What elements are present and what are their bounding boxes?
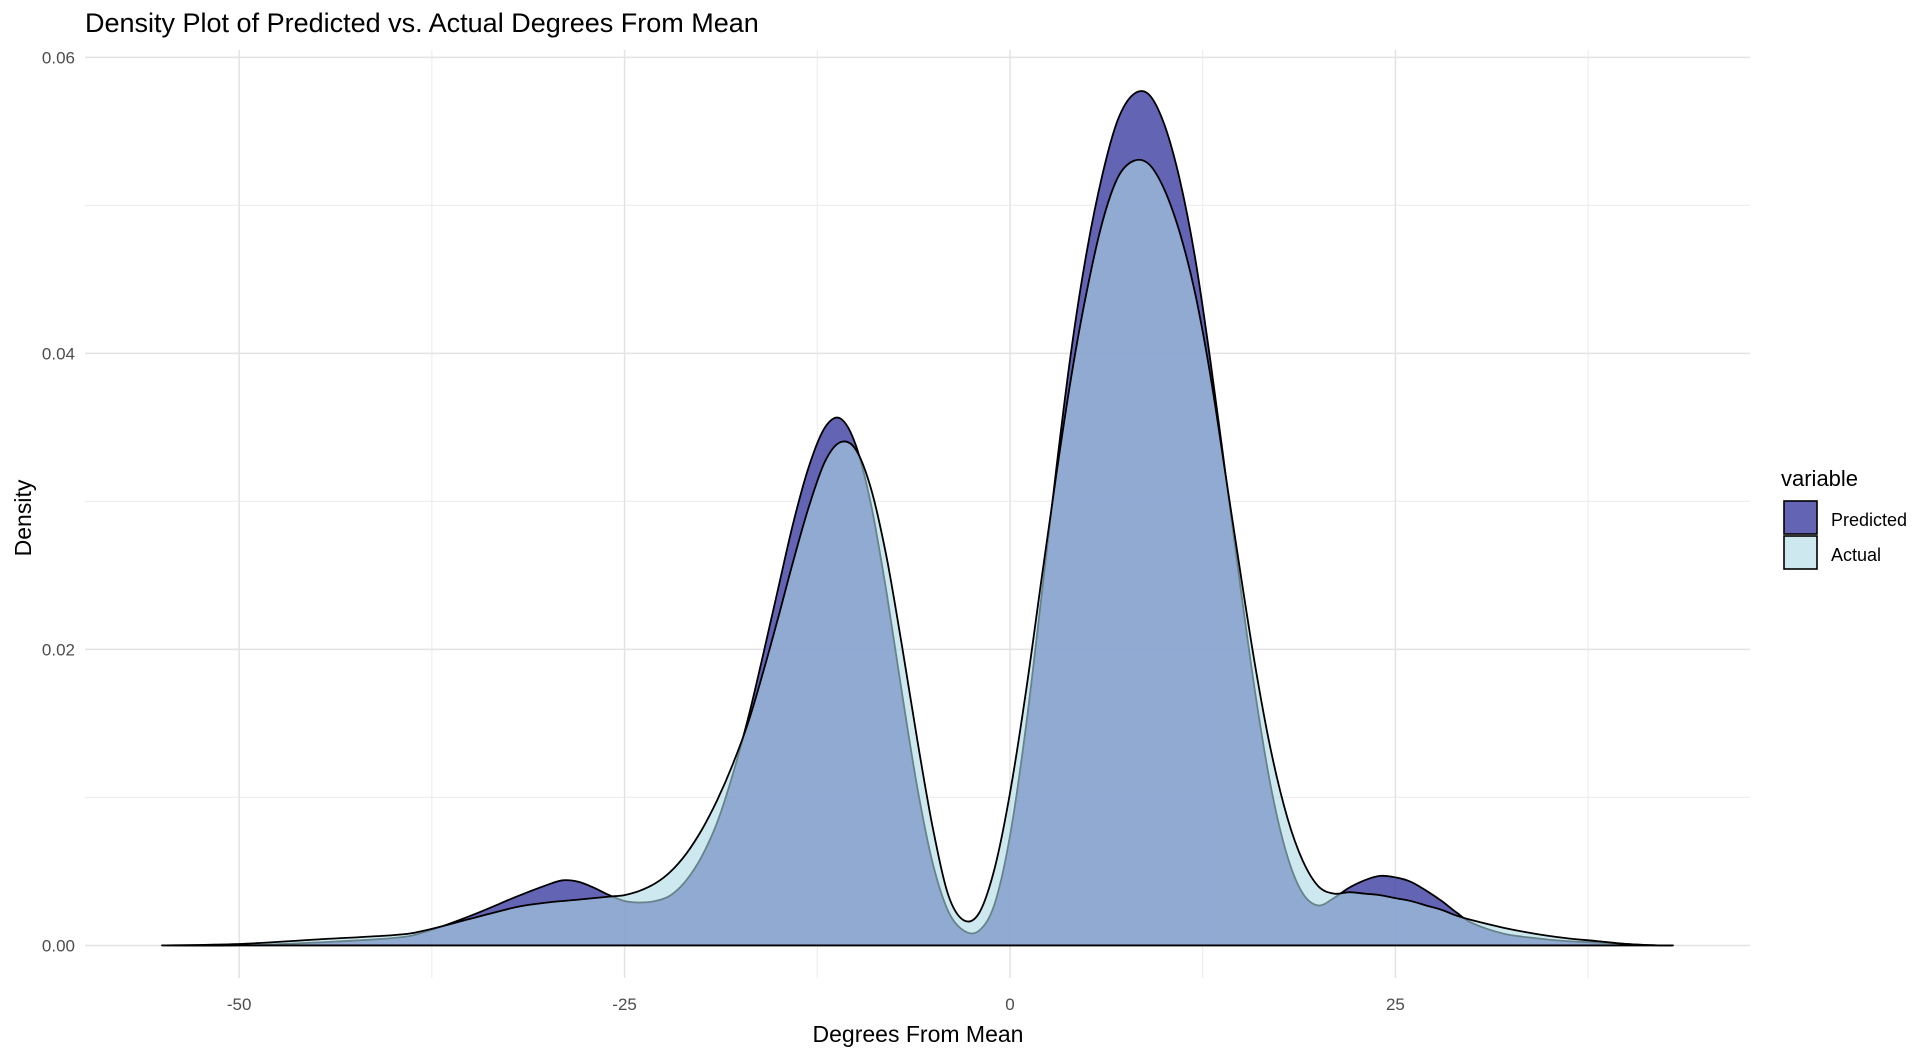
x-tick-label: 25 [1386,995,1405,1014]
axis-layer: -50 -25 0 25 0.00 0.02 0.04 0.06 [42,48,1405,1014]
x-tick-label: -25 [612,995,637,1014]
legend-key-predicted [1783,500,1818,535]
x-tick-label: -50 [227,995,252,1014]
density-areas [161,90,1674,947]
y-tick-label: 0.06 [42,48,75,67]
y-axis-label: Density [10,479,36,556]
legend-label-actual: Actual [1831,545,1881,565]
x-tick-label: 0 [1005,995,1014,1014]
legend: variable Predicted Actual [1781,466,1907,570]
y-tick-label: 0.02 [42,640,75,659]
chart-title: Density Plot of Predicted vs. Actual Deg… [85,8,759,38]
y-tick-label: 0.00 [42,936,75,955]
legend-title: variable [1781,466,1858,491]
density-area-actual [161,158,1674,947]
y-tick-label: 0.04 [42,344,75,363]
legend-key-actual [1783,535,1818,570]
x-axis-label: Degrees From Mean [813,1021,1024,1047]
legend-label-predicted: Predicted [1831,510,1907,530]
